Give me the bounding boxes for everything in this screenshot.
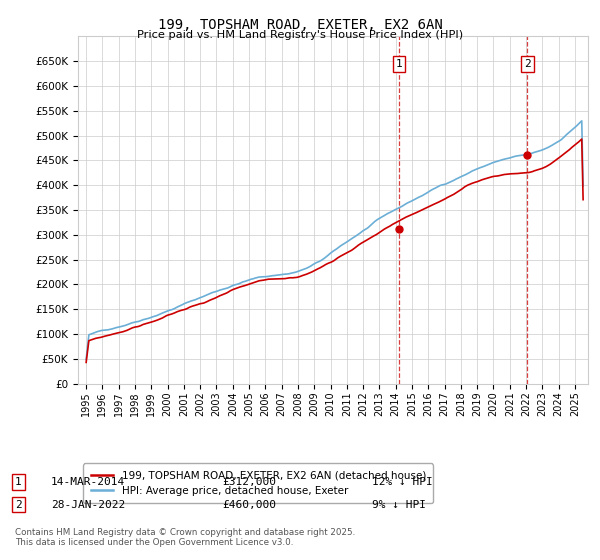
- Text: Contains HM Land Registry data © Crown copyright and database right 2025.
This d: Contains HM Land Registry data © Crown c…: [15, 528, 355, 547]
- Text: 199, TOPSHAM ROAD, EXETER, EX2 6AN: 199, TOPSHAM ROAD, EXETER, EX2 6AN: [158, 18, 442, 32]
- Text: 28-JAN-2022: 28-JAN-2022: [51, 500, 125, 510]
- Text: 9% ↓ HPI: 9% ↓ HPI: [372, 500, 426, 510]
- Text: 14-MAR-2014: 14-MAR-2014: [51, 477, 125, 487]
- Legend: 199, TOPSHAM ROAD, EXETER, EX2 6AN (detached house), HPI: Average price, detache: 199, TOPSHAM ROAD, EXETER, EX2 6AN (deta…: [83, 464, 433, 503]
- Text: 12% ↓ HPI: 12% ↓ HPI: [372, 477, 433, 487]
- Text: 1: 1: [395, 59, 403, 69]
- Text: 2: 2: [15, 500, 22, 510]
- Text: £312,000: £312,000: [222, 477, 276, 487]
- Text: 1: 1: [15, 477, 22, 487]
- Text: 2: 2: [524, 59, 530, 69]
- Text: Price paid vs. HM Land Registry's House Price Index (HPI): Price paid vs. HM Land Registry's House …: [137, 30, 463, 40]
- Text: £460,000: £460,000: [222, 500, 276, 510]
